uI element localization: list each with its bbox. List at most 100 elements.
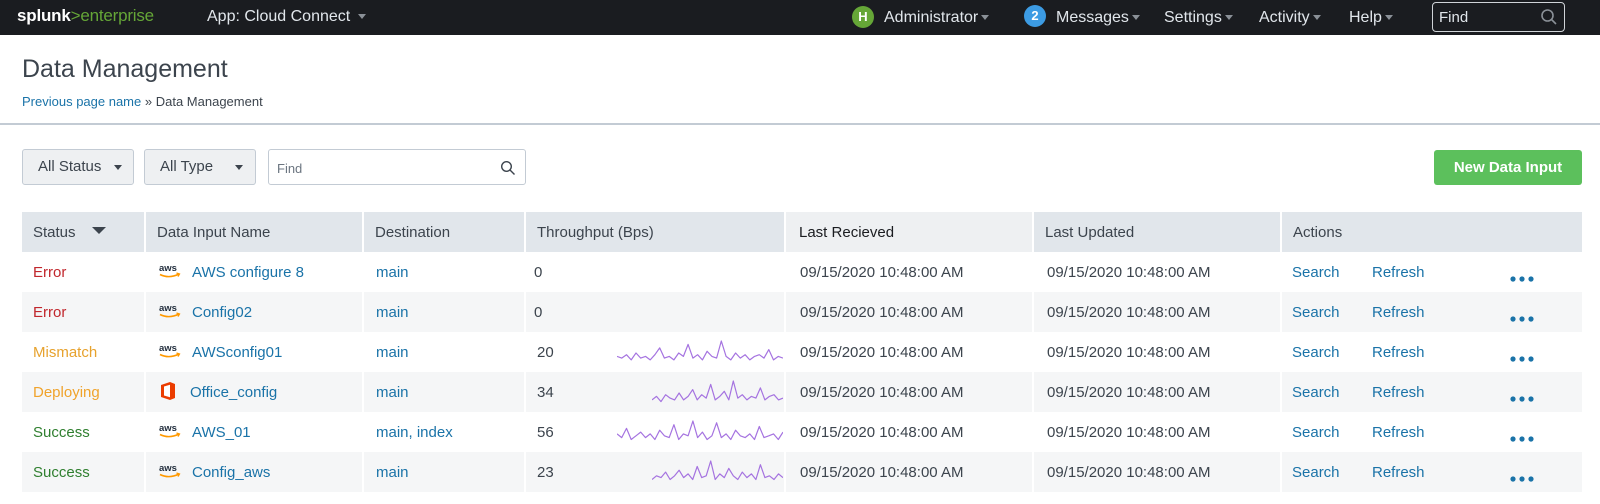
refresh-action-link[interactable]: Refresh <box>1372 304 1425 321</box>
throughput-sparkline <box>616 337 784 372</box>
column-divider <box>784 412 786 452</box>
column-header-throughput[interactable]: Throughput (Bps) <box>526 212 784 252</box>
chevron-down-icon <box>1131 15 1140 21</box>
table-row[interactable]: Success aws Config_aws main 23 09/15/2020 10:… <box>22 452 1582 492</box>
last-received-value: 09/15/2020 10:48:00 AM <box>800 424 964 441</box>
last-received-value: 09/15/2020 10:48:00 AM <box>800 264 964 281</box>
column-divider <box>524 332 526 372</box>
sort-descending-icon[interactable] <box>92 227 106 234</box>
column-divider <box>362 372 364 412</box>
more-options-icon[interactable] <box>1510 309 1534 327</box>
search-action-link[interactable]: Search <box>1292 304 1340 321</box>
refresh-action-link[interactable]: Refresh <box>1372 424 1425 441</box>
aws-icon: aws <box>158 302 182 320</box>
search-icon[interactable] <box>1540 8 1558 31</box>
more-options-icon[interactable] <box>1510 349 1534 367</box>
activity-menu-label: Activity <box>1259 9 1310 26</box>
throughput-value: 23 <box>537 464 554 481</box>
more-options-icon[interactable] <box>1510 429 1534 447</box>
destination-link[interactable]: main <box>376 344 409 361</box>
column-header-destination[interactable]: Destination <box>364 212 524 252</box>
column-header-label: Data Input Name <box>157 224 271 241</box>
type-filter-dropdown[interactable]: All Type <box>144 149 256 185</box>
more-options-icon[interactable] <box>1510 389 1534 407</box>
destination-link[interactable]: main <box>376 264 409 281</box>
throughput-value: 20 <box>537 344 554 361</box>
find-input[interactable] <box>277 158 487 178</box>
column-divider <box>524 372 526 412</box>
chevron-down-icon <box>114 165 122 170</box>
app-menu-label: App: Cloud Connect <box>207 8 351 25</box>
data-inputs-table: Status Data Input Name Destination Throu… <box>22 212 1582 492</box>
destination-link[interactable]: main <box>376 304 409 321</box>
last-updated-value: 09/15/2020 10:48:00 AM <box>1047 464 1211 481</box>
destination-link[interactable]: main <box>376 464 409 481</box>
new-data-input-button[interactable]: New Data Input <box>1434 150 1582 185</box>
search-icon[interactable] <box>500 160 516 181</box>
activity-menu[interactable]: Activity <box>1259 9 1321 27</box>
refresh-action-link[interactable]: Refresh <box>1372 464 1425 481</box>
column-divider <box>362 452 364 492</box>
status-filter-dropdown[interactable]: All Status <box>22 149 134 185</box>
column-header-actions: Actions <box>1282 212 1582 252</box>
user-avatar[interactable]: H <box>852 6 874 28</box>
column-divider <box>1032 372 1034 412</box>
refresh-action-link[interactable]: Refresh <box>1372 264 1425 281</box>
breadcrumb-link[interactable]: Previous page name <box>22 94 142 109</box>
top-navigation-bar: splunk>enterprise App: Cloud Connect H A… <box>0 0 1600 35</box>
messages-count-badge[interactable]: 2 <box>1024 5 1046 27</box>
more-options-icon[interactable] <box>1510 269 1534 287</box>
more-options-icon[interactable] <box>1510 469 1534 487</box>
data-input-name-link[interactable]: AWSconfig01 <box>192 344 283 361</box>
search-action-link[interactable]: Search <box>1292 344 1340 361</box>
last-updated-value: 09/15/2020 10:48:00 AM <box>1047 344 1211 361</box>
destination-link[interactable]: main <box>376 384 409 401</box>
help-menu[interactable]: Help <box>1349 9 1393 27</box>
refresh-action-link[interactable]: Refresh <box>1372 384 1425 401</box>
column-divider <box>362 292 364 332</box>
column-header-status[interactable]: Status <box>22 212 144 252</box>
last-updated-value: 09/15/2020 10:48:00 AM <box>1047 304 1211 321</box>
type-filter-label: All Type <box>160 158 214 175</box>
settings-menu[interactable]: Settings <box>1164 9 1233 27</box>
throughput-sparkline <box>651 457 784 492</box>
app-menu[interactable]: App: Cloud Connect <box>207 8 367 26</box>
data-input-name-link[interactable]: AWS_01 <box>192 424 251 441</box>
search-action-link[interactable]: Search <box>1292 464 1340 481</box>
status-text: Success <box>33 424 90 441</box>
column-divider <box>524 452 526 492</box>
breadcrumb-current: Data Management <box>155 94 263 109</box>
table-row[interactable]: Mismatch aws AWSconfig01 main 20 09/15/2020 1… <box>22 332 1582 372</box>
table-row[interactable]: Deploying Office_config main 34 09/15/2020 1… <box>22 372 1582 412</box>
column-header-last-received[interactable]: Last Recieved <box>786 212 1032 252</box>
global-find-input[interactable] <box>1439 7 1539 27</box>
table-row[interactable]: Error aws Config02 main 0 09/15/2020 10:48:00… <box>22 292 1582 332</box>
chevron-down-icon <box>1224 15 1233 21</box>
column-header-name[interactable]: Data Input Name <box>146 212 362 252</box>
data-input-name-link[interactable]: AWS configure 8 <box>192 264 304 281</box>
table-row[interactable]: Success aws AWS_01 main, index 56 09/15/2020 … <box>22 412 1582 452</box>
chevron-down-icon <box>1312 15 1321 21</box>
page-title: Data Management <box>22 55 228 83</box>
column-divider <box>784 292 786 332</box>
column-header-last-updated[interactable]: Last Updated <box>1034 212 1280 252</box>
svg-text:aws: aws <box>159 463 177 474</box>
data-input-name-link[interactable]: Office_config <box>190 384 278 401</box>
throughput-sparkline <box>616 417 784 452</box>
refresh-action-link[interactable]: Refresh <box>1372 344 1425 361</box>
status-text: Mismatch <box>33 344 98 361</box>
search-action-link[interactable]: Search <box>1292 424 1340 441</box>
status-text: Deploying <box>33 384 100 401</box>
table-row[interactable]: Error aws AWS configure 8 main 0 09/15/2020 1… <box>22 252 1582 292</box>
data-input-name-link[interactable]: Config02 <box>192 304 253 321</box>
splunk-logo[interactable]: splunk>enterprise <box>17 6 154 26</box>
search-action-link[interactable]: Search <box>1292 264 1340 281</box>
search-action-link[interactable]: Search <box>1292 384 1340 401</box>
svg-text:aws: aws <box>159 263 177 274</box>
user-menu[interactable]: Administrator <box>884 9 990 27</box>
messages-menu[interactable]: Messages <box>1056 9 1140 27</box>
data-input-name-link[interactable]: Config_aws <box>192 464 271 481</box>
office-icon <box>159 381 177 401</box>
header-divider <box>0 123 1600 125</box>
destination-link[interactable]: main, index <box>376 424 453 441</box>
